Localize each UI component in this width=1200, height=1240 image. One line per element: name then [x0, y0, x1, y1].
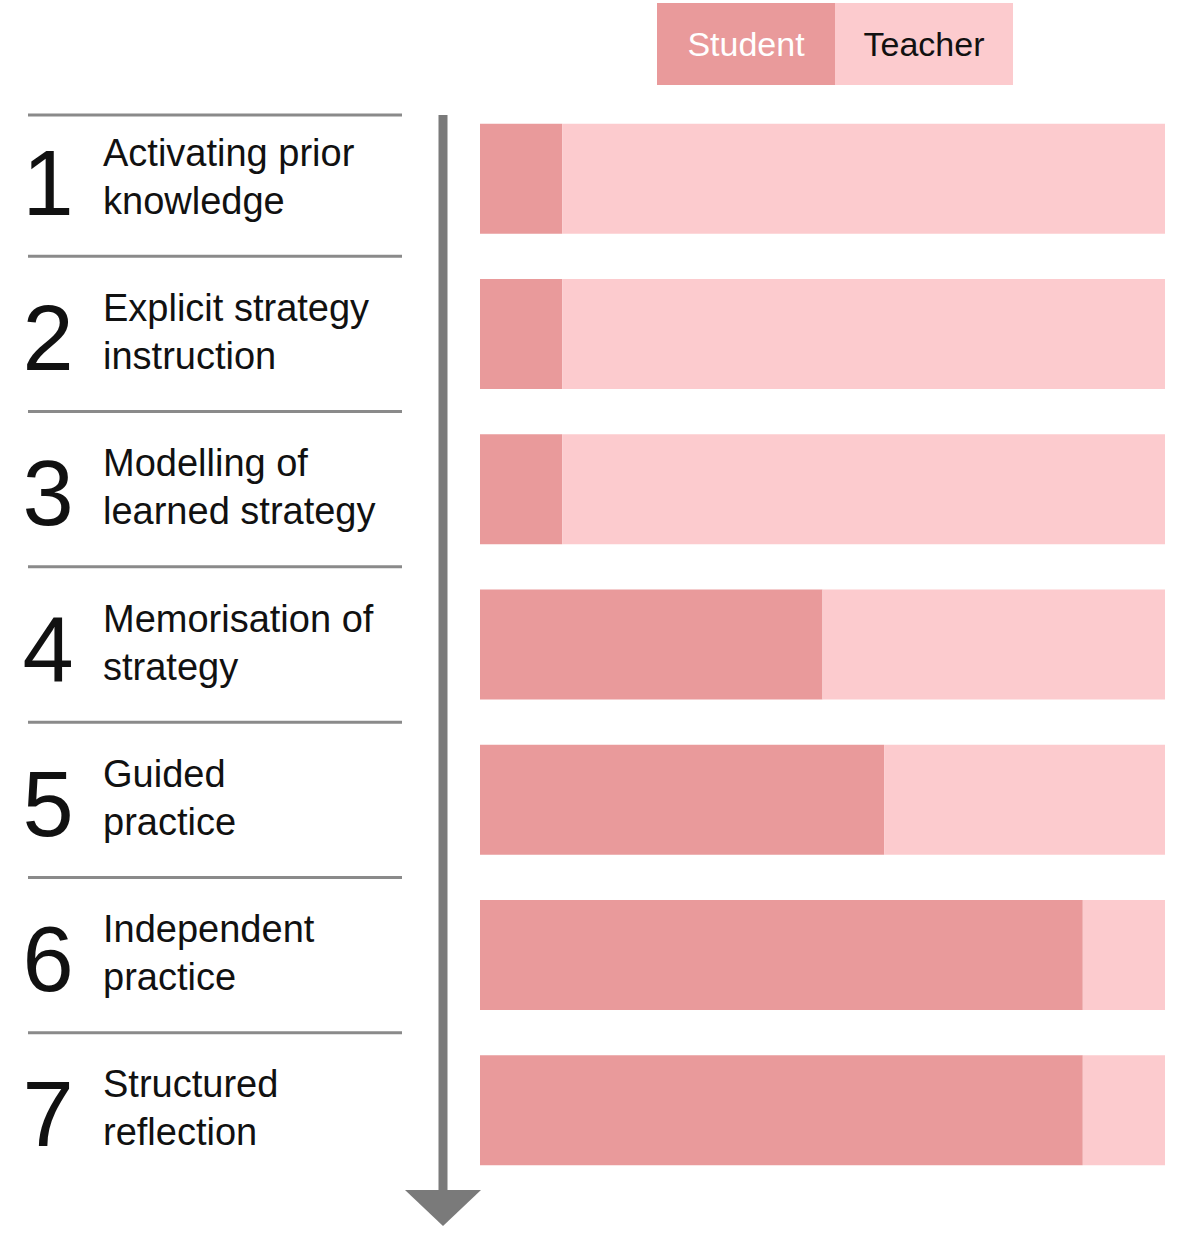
svg-text:1: 1 [22, 132, 73, 234]
svg-text:instruction: instruction [103, 335, 276, 377]
svg-text:2: 2 [22, 287, 73, 389]
svg-text:6: 6 [22, 908, 73, 1010]
svg-text:Teacher: Teacher [864, 25, 985, 63]
svg-text:strategy: strategy [103, 646, 238, 688]
svg-text:Guided: Guided [103, 753, 226, 795]
svg-text:Modelling of: Modelling of [103, 442, 308, 484]
svg-text:Explicit strategy: Explicit strategy [103, 287, 369, 329]
svg-text:3: 3 [22, 442, 73, 544]
svg-text:Activating prior: Activating prior [103, 132, 355, 174]
svg-text:learned strategy: learned strategy [103, 490, 376, 532]
svg-text:Independent: Independent [103, 908, 315, 950]
svg-text:Student: Student [687, 25, 805, 63]
svg-text:7: 7 [22, 1063, 73, 1165]
svg-text:Memorisation of: Memorisation of [103, 598, 374, 640]
svg-text:practice: practice [103, 801, 236, 843]
svg-text:practice: practice [103, 956, 236, 998]
svg-text:knowledge: knowledge [103, 180, 285, 222]
svg-text:4: 4 [22, 598, 73, 700]
svg-text:5: 5 [22, 753, 73, 855]
svg-text:reflection: reflection [103, 1111, 257, 1153]
svg-text:Structured: Structured [103, 1063, 278, 1105]
